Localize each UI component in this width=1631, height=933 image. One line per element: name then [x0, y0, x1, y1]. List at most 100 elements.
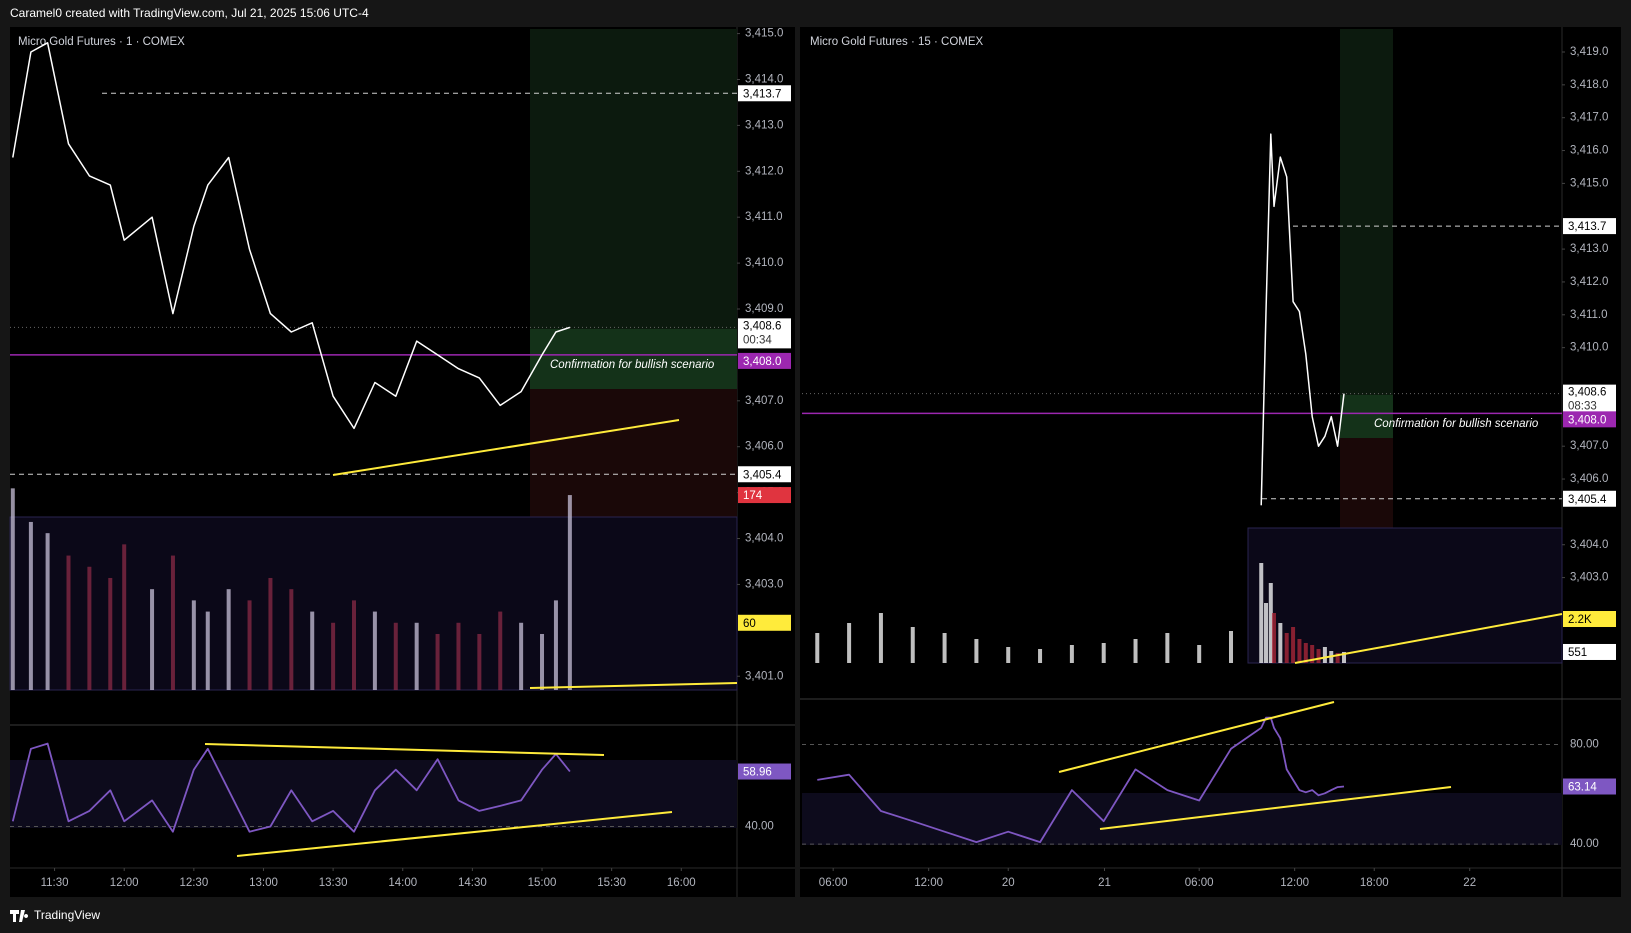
price-tick-label: 3,413.0: [1570, 243, 1608, 255]
volume-bar: [519, 622, 524, 690]
time-tick-label: 06:00: [819, 877, 848, 889]
volume-bar: [289, 589, 294, 690]
price-tick-label: 3,411.0: [1570, 309, 1608, 321]
volume-bar: [170, 555, 175, 690]
time-tick-label: 13:30: [319, 877, 348, 889]
trend-line: [332, 419, 680, 476]
time-tick-label: 20: [1002, 877, 1015, 889]
volume-ma-label-bg: [1563, 611, 1616, 627]
pane-title: Micro Gold Futures · 1 · COMEX: [18, 36, 185, 48]
footer-logo: TradingView: [10, 908, 100, 922]
annotation: Confirmation for bullish scenario: [1374, 418, 1539, 430]
price-tick-label: 3,413.0: [745, 119, 783, 131]
volume-bar: [331, 622, 336, 690]
volume-bar: [10, 488, 15, 690]
volume-bar: [456, 622, 461, 690]
entry-zone: [1340, 395, 1393, 438]
price-tick-label: 3,410.0: [1570, 342, 1608, 354]
last-price-label: 3,408.6: [1568, 387, 1606, 399]
level-label-bg: [1563, 218, 1616, 235]
volume-bar: [122, 544, 127, 690]
rsi-label-bg: [1563, 778, 1616, 795]
trend-line: [1099, 786, 1452, 830]
volume-bar: [352, 600, 357, 690]
volume-bar: [150, 589, 155, 690]
volume-bar: [393, 622, 398, 690]
volume-bar: [498, 611, 503, 690]
volume-bar: [435, 633, 440, 690]
time-tick-label: 22: [1463, 877, 1476, 889]
price-tick-label: 3,415.0: [745, 28, 783, 40]
stop-zone: [1340, 438, 1393, 528]
volume-bar: [205, 611, 210, 690]
volume-bar: [1316, 649, 1321, 663]
last-price-label: 3,408.6: [743, 320, 781, 332]
price-tick-label: 3,407.0: [1570, 440, 1608, 452]
time-tick-label: 14:00: [388, 877, 417, 889]
volume-bar: [414, 622, 419, 690]
volume-label: 174: [743, 490, 763, 502]
time-tick-label: 12:30: [179, 877, 208, 889]
last-price-bg: [1563, 384, 1616, 415]
right-pane: [800, 27, 1621, 897]
volume-bar: [567, 495, 572, 690]
volume-bar: [974, 639, 979, 663]
time-tick-label: 13:00: [249, 877, 278, 889]
time-tick-label: 14:30: [458, 877, 487, 889]
target-zone: [1340, 29, 1393, 438]
price-line: [12, 42, 571, 430]
entry-zone: [530, 329, 737, 389]
volume-bar: [372, 611, 377, 690]
annotation: Confirmation for bullish scenario: [550, 359, 715, 371]
price-tick-label: 3,407.0: [745, 395, 783, 407]
marks: Micro Gold Futures · 1 · COMEX 3,415.0 3,4…: [10, 28, 1616, 889]
price-tick-label: 3,404.0: [1570, 539, 1608, 551]
volume-bar: [87, 566, 92, 690]
price-tick-label: 3,406.0: [1570, 473, 1608, 485]
level-label: 3,413.7: [1568, 221, 1606, 233]
volume-bar: [1197, 645, 1202, 663]
time-tick-label: 12:00: [1280, 877, 1309, 889]
volume-label-bg: [1563, 643, 1616, 660]
pivot-label: 3,408.0: [1568, 414, 1606, 426]
volume-bar: [310, 611, 315, 690]
footer-text: TradingView: [34, 908, 100, 922]
volume-bar: [1271, 613, 1276, 663]
price-tick-label: 3,417.0: [1570, 112, 1608, 124]
volume-label-bg: [738, 487, 791, 504]
price-tick-label: 3,411.0: [745, 211, 783, 223]
price-tick-label: 3,412.0: [745, 165, 783, 177]
volume-bar: [553, 600, 558, 690]
price-line: [1260, 133, 1345, 506]
volume-bar: [1341, 651, 1346, 663]
volume-bar: [1133, 639, 1138, 663]
stop-zone: [530, 389, 737, 517]
volume-bar: [226, 589, 231, 690]
volume-bar: [1268, 583, 1273, 663]
price-tick-label: 3,401.0: [745, 670, 783, 682]
price-tick-label: 3,404.0: [745, 533, 783, 545]
volume-bar: [191, 600, 196, 690]
volume-bar: [910, 627, 915, 663]
price-tick-label: 3,415.0: [1570, 177, 1608, 189]
price-tick-label: 3,414.0: [745, 74, 783, 86]
time-tick-label: 15:00: [528, 877, 557, 889]
last-price-bg: [738, 318, 791, 349]
volume-bar: [1259, 563, 1264, 663]
header-text: Caramel0 created with TradingView.com, J…: [10, 6, 369, 20]
volume-bar: [108, 577, 113, 690]
logo: [10, 910, 29, 922]
time-tick-label: 21: [1098, 877, 1111, 889]
time-tick-label: 12:00: [110, 877, 139, 889]
volume-bar: [1322, 647, 1327, 663]
volume-ma-label: 2.2K: [1568, 614, 1592, 626]
volume-bar: [1284, 633, 1289, 663]
volume-bar: [247, 600, 252, 690]
level-label-bg: [738, 466, 791, 483]
price-tick-label: 3,409.0: [745, 303, 783, 315]
volume-bar: [1291, 627, 1296, 663]
trend-line: [1058, 701, 1335, 773]
level-label: 3,413.7: [743, 88, 781, 100]
